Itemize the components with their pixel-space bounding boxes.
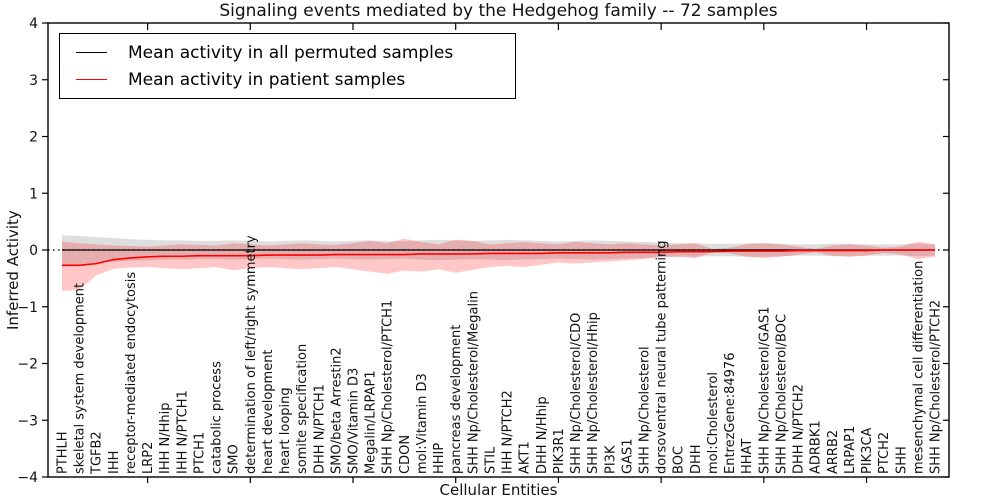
x-tick-label: DHH N/PTCH2 (792, 384, 807, 474)
y-tick-label: −4 (17, 470, 38, 486)
legend-entry-permuted: Mean activity in all permuted samples (60, 43, 515, 63)
x-tick-label: DHH N/Hhip (535, 396, 550, 474)
x-tick-label: EntrezGene:84976 (723, 353, 738, 474)
y-axis-label: Inferred Activity (4, 210, 22, 330)
x-tick-label: SHH Np/Cholesterol/PTCH1 (381, 300, 396, 474)
patient-mean-line (62, 249, 935, 267)
x-tick-label: DHH N/PTCH1 (312, 384, 327, 474)
x-tick-label: TGFB2 (90, 431, 105, 475)
x-tick-label: GAS1 (620, 439, 635, 475)
x-tick-label: SMO/beta Arrestin2 (329, 347, 344, 474)
x-tick-label: PI3K (603, 445, 618, 474)
x-tick-label: LRP2 (141, 442, 156, 474)
x-tick-label: DHH (689, 444, 704, 474)
x-tick-label: ADRBK1 (809, 420, 824, 474)
x-tick-label: IHH N/Hhip (158, 403, 173, 475)
x-tick-label: somite specification (295, 344, 310, 474)
y-tick-label: 2 (29, 130, 38, 146)
x-tick-label: HHAT (740, 439, 755, 474)
x-tick-label: heart looping (278, 387, 293, 474)
x-tick-label: SHH Np/Cholesterol/CDO (569, 313, 584, 474)
x-tick-label: SMO/Vitamin D3 (347, 368, 362, 474)
x-axis-label: Cellular Entities (439, 481, 558, 499)
x-tick-label: skeletal system development (73, 283, 88, 474)
x-tick-label: SHH Np/Cholesterol/GAS1 (757, 306, 772, 474)
permuted-line-sample (76, 52, 107, 53)
x-tick-label: IHH N/PTCH2 (501, 390, 516, 474)
x-tick-label: STIL (483, 446, 498, 474)
x-tick-label: BOC (672, 446, 687, 474)
x-tick-label: HHIP (432, 443, 447, 474)
legend-label-permuted: Mean activity in all permuted samples (128, 42, 454, 63)
x-tick-label: SHH (894, 446, 909, 474)
x-tick-label: mesenchymal cell differentiation (911, 261, 926, 474)
y-tick-label: 0 (29, 243, 38, 259)
x-tick-label: AKT1 (518, 441, 533, 474)
x-tick-label: PTHLH (56, 431, 71, 474)
x-tick-label: SHH Np/Cholesterol/BOC (774, 314, 789, 474)
x-tick-label: CDON (398, 435, 413, 474)
x-tick-label: dorsoventral neural tube patterning (655, 241, 670, 474)
x-tick-label: PTCH2 (877, 432, 892, 474)
x-tick-label: PIK3R1 (552, 428, 567, 474)
chart-title: Signaling events mediated by the Hedgeho… (219, 1, 778, 21)
x-tick-label: Megalin/LRPAP1 (364, 370, 379, 474)
x-tick-label: SHH Np/Cholesterol (638, 346, 653, 474)
x-tick-label: ARRB2 (826, 430, 841, 474)
x-tick-label: LRPAP1 (843, 426, 858, 474)
x-tick-label: SHH Np/Cholesterol/Megalin (466, 291, 481, 474)
legend-entry-patient: Mean activity in patient samples (60, 70, 515, 90)
legend-label-patient: Mean activity in patient samples (128, 69, 406, 90)
x-tick-label: PIK3CA (860, 427, 875, 474)
y-tick-label: −2 (17, 357, 38, 373)
y-tick-label: 4 (29, 16, 38, 32)
y-tick-label: 1 (29, 186, 38, 202)
x-tick-label: heart development (261, 349, 276, 474)
x-tick-label: receptor-mediated endocytosis (124, 272, 139, 474)
x-tick-label: SMO (227, 444, 242, 474)
x-tick-label: PTCH1 (192, 432, 207, 474)
x-tick-label: mol:Vitamin D3 (415, 373, 430, 474)
patient-line-sample (76, 79, 107, 80)
y-tick-label: 3 (29, 73, 38, 89)
y-tick-label: −1 (17, 300, 38, 316)
legend: Mean activity in all permuted samples Me… (59, 33, 516, 99)
x-tick-label: SHH Np/Cholesterol/Hhip (586, 312, 601, 474)
x-tick-label: IHH (107, 451, 122, 474)
x-tick-label: mol:Cholesterol (706, 372, 721, 474)
x-tick-label: SHH Np/Cholesterol/PTCH2 (929, 300, 944, 474)
x-tick-label: determination of left/right symmetry (244, 235, 259, 474)
x-tick-label: pancreas development (449, 325, 464, 474)
y-tick-label: −3 (17, 413, 38, 429)
x-tick-label: catabolic process (210, 361, 225, 474)
x-tick-label: IHH N/PTCH1 (175, 390, 190, 474)
